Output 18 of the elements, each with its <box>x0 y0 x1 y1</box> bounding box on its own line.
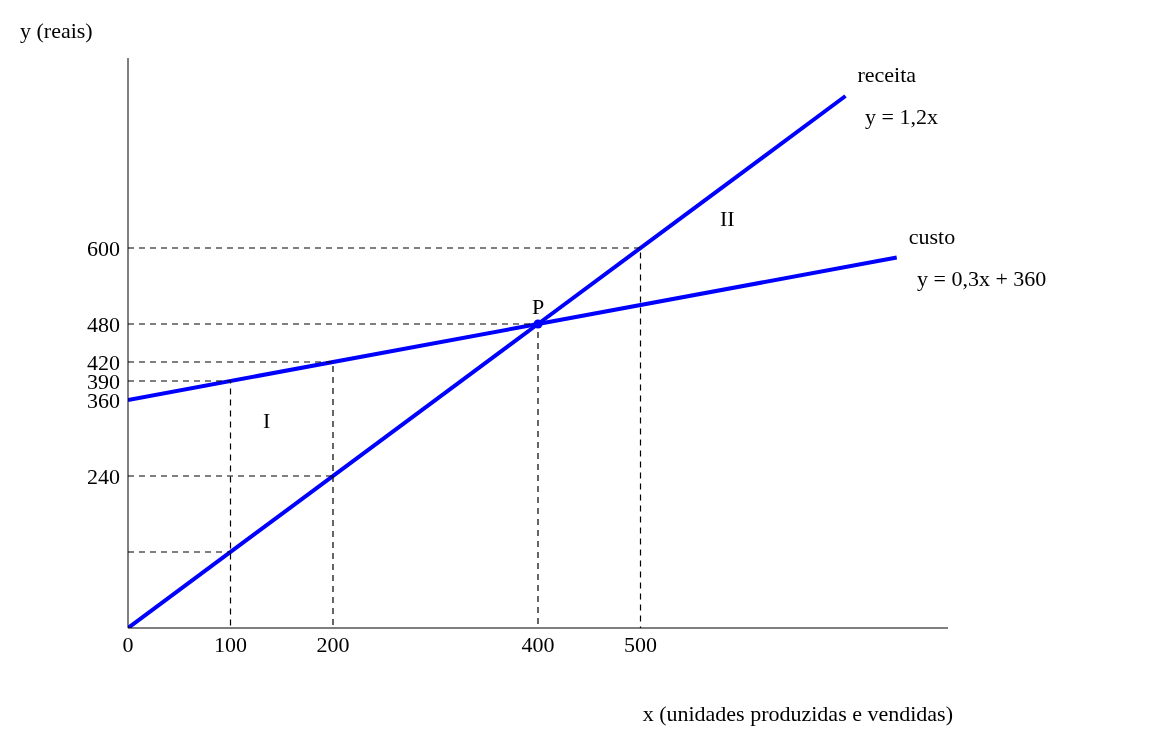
y-tick-label: 480 <box>87 311 120 337</box>
x-tick-label: 500 <box>624 631 657 657</box>
x-tick-label: 400 <box>521 631 555 657</box>
x-tick-label: 100 <box>214 631 247 657</box>
y-axis-title: y (reais) <box>20 18 93 44</box>
x-tick-label: 200 <box>316 631 350 657</box>
y-tick-label: 600 <box>87 235 120 261</box>
annotation: II <box>720 206 735 232</box>
annotation: y = 0,3x + 360 <box>917 266 1047 292</box>
y-tick-label: 420 <box>87 349 120 375</box>
series-label: receita <box>857 62 917 87</box>
annotation: P <box>531 294 545 319</box>
annotation: I <box>263 408 271 434</box>
series-label: custo <box>908 223 956 249</box>
x-tick-label: 0 <box>122 631 134 657</box>
x-axis-title: x (unidades produzidas e vendidas) <box>642 701 953 726</box>
annotation: y = 1,2x <box>865 104 938 130</box>
y-tick-label: 240 <box>87 463 120 489</box>
